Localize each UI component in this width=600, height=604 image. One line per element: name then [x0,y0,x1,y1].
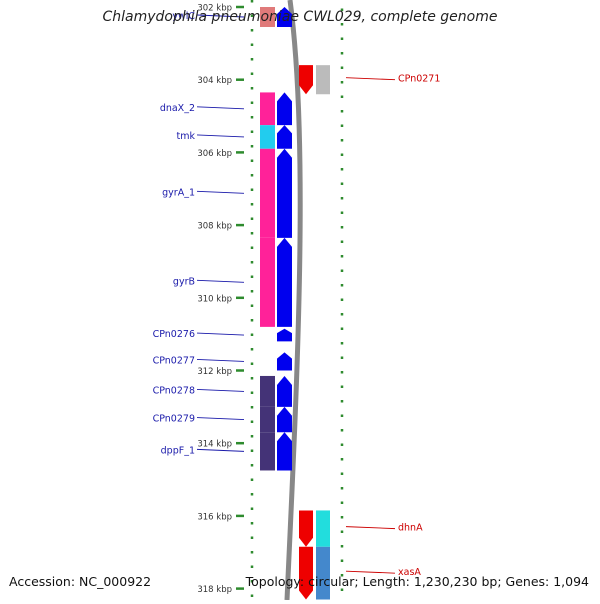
gene-label-leader [196,134,245,138]
gene-label: ywlC [172,11,195,22]
gene-label-leader [196,332,245,336]
cog-category-bar [316,510,330,547]
gene-label: dhnA [398,523,423,534]
cog-category-bar [260,92,275,126]
gene-label: CPn0276 [153,329,195,340]
cog-category-bar [260,375,275,407]
gene-label-leader [196,14,245,18]
gene-label: gyrA_1 [162,187,195,198]
forward-cds-arrow [277,92,292,126]
gene-label-leader [196,388,245,392]
ruler-tick-label: 318 kbp [197,585,232,595]
reverse-cds-arrow [299,546,313,600]
forward-cds-arrow [277,328,292,342]
ruler-tick-label: 316 kbp [197,512,232,522]
cog-category-bar [260,125,275,149]
ruler-tick-label: 314 kbp [197,440,232,450]
cog-category-bar [260,7,275,27]
genome-summary-text: Topology: circular; Length: 1,230,230 bp… [245,574,589,589]
gene-label-leader [196,106,245,110]
forward-cds-arrow [277,7,292,27]
forward-cds-arrow [277,406,292,433]
accession-text: Accession: NC_000922 [9,574,152,589]
forward-cds-arrow [277,148,292,238]
gene-label-leader [196,190,245,194]
ruler-tick-label: 306 kbp [197,149,232,159]
ruler-tick-label: 304 kbp [197,76,232,86]
forward-cds-arrow [277,432,292,471]
gene-label-leader [196,417,245,421]
gene-label: xasA [398,567,421,578]
forward-cds-arrow [277,125,292,149]
gene-label: tmk [177,131,196,142]
cog-category-bar [260,237,275,327]
gene-label-leader [345,77,396,81]
cog-category-bar [260,148,275,238]
gene-label: gyrB [173,276,195,287]
genome-backbone [284,0,303,601]
ruler-tick-label: 308 kbp [197,222,232,232]
gene-label-leader [196,279,245,283]
gene-label: dnaX_2 [160,103,195,114]
ruler-tick-label: 310 kbp [197,294,232,304]
gene-label-leader [345,526,396,530]
cog-category-bar [316,546,330,600]
reverse-cds-arrow [299,65,313,95]
cog-category-bar [260,406,275,433]
forward-cds-arrow [277,352,292,371]
gene-label: CPn0271 [398,74,440,85]
gene-label-leader [196,448,245,452]
ruler-tick-label: 312 kbp [197,367,232,377]
gene-label: CPn0279 [153,414,195,425]
cog-category-bar [260,432,275,471]
forward-cds-arrow [277,375,292,407]
map-title: Chlamydophila pneumoniae CWL029, complet… [102,9,498,25]
forward-cds-arrow [277,237,292,327]
cog-category-bar [316,65,330,95]
ruler-tick-label: 302 kbp [197,4,232,14]
reverse-cds-arrow [299,510,313,547]
gene-label-leader [196,358,245,362]
gene-label: dppF_1 [161,445,195,456]
gene-label-leader [345,570,396,574]
gene-label: CPn0278 [153,385,195,396]
gene-label: CPn0277 [153,355,195,366]
